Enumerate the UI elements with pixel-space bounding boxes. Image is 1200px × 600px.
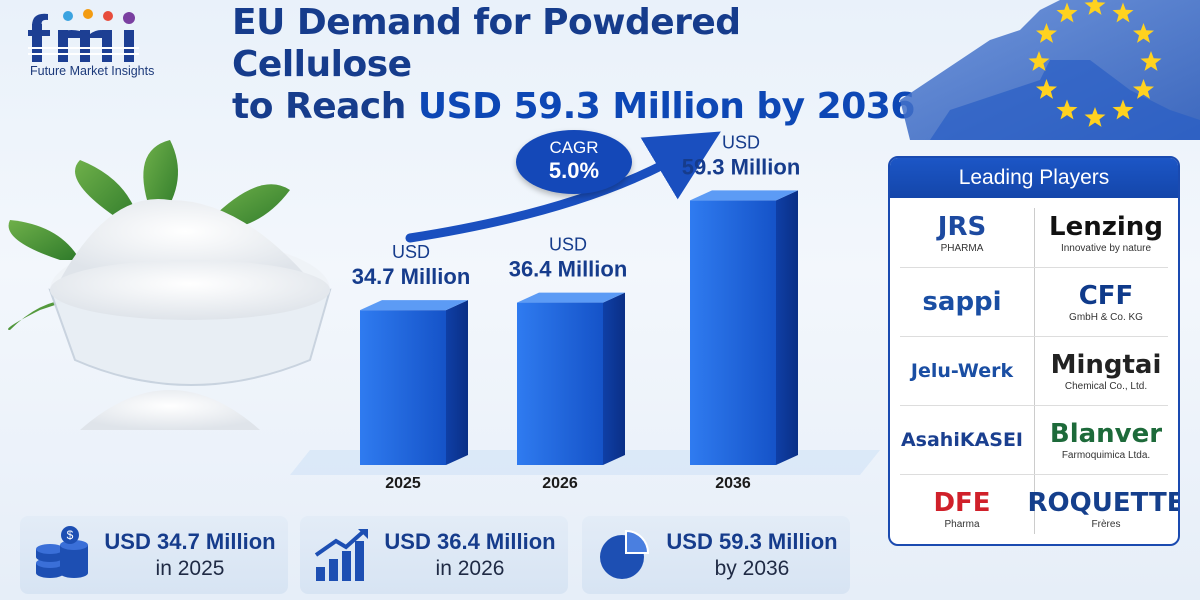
bar-2025 [360,310,446,465]
player-subtitle: Pharma [944,518,980,530]
bar-label-unit: USD [549,235,587,255]
player-logo-dfe: DFE Pharma [890,474,1034,543]
player-name: Lenzing [1049,211,1163,242]
player-name: AsahiKASEI [900,428,1024,451]
player-logo-sappi: sappi [890,267,1034,336]
stat-value: USD 36.4 Million [384,529,556,554]
player-logo-mingtai: Mingtai Chemical Co., Ltd. [1034,336,1178,405]
bar-label-unit: USD [722,132,760,152]
leading-players-panel: Leading Players JRS PHARMA Lenzing Innovati… [888,156,1180,546]
money-stack-icon: $ [36,526,88,578]
bar-value-label: 34.7 Million [352,264,471,289]
eu-star [1084,0,1106,15]
divider [900,474,1168,475]
player-logo-jelu-werk: Jelu-Werk [890,336,1034,405]
player-name: Jelu-Werk [910,359,1014,382]
stat-card-2025: $ USD 34.7 Million in 2025 [20,516,288,594]
player-subtitle: Frères [1091,518,1121,530]
eu-star [1056,99,1078,120]
player-subtitle: Chemical Co., Ltd. [1064,380,1148,392]
eu-star [1028,51,1050,71]
divider [1034,208,1035,534]
player-logo-jrs: JRS PHARMA [890,198,1034,267]
svg-text:$: $ [67,528,74,542]
stat-period: in 2025 [155,557,225,580]
player-name: Blanver [1049,418,1163,449]
bar-side [776,190,798,465]
stat-period: by 2036 [714,557,790,580]
divider [900,267,1168,268]
cagr-value: 5.0% [548,158,600,183]
player-name: Mingtai [1050,349,1162,380]
cagr-label: CAGR [549,138,599,157]
cellulose-powder-image [8,140,332,430]
player-name: sappi [922,286,1002,317]
fmi-logo [28,9,139,62]
player-logo-cff: CFF GmbH & Co. KG [1034,267,1178,336]
eu-star [1140,51,1162,71]
x-tick-label: 2026 [542,475,578,492]
player-subtitle: PHARMA [940,242,984,254]
bar-side [446,300,468,465]
player-subtitle: GmbH & Co. KG [1069,311,1143,323]
player-name: ROQUETTE [1027,487,1180,518]
player-logo-blanver: Blanver Farmoquimica Ltda. [1034,405,1178,474]
player-subtitle: Innovative by nature [1060,242,1152,254]
page-title: EU Demand for Powdered Cellulose to Reac… [232,2,932,128]
brand-name: Future Market Insights [30,64,155,78]
bar-value-label: 36.4 Million [509,257,628,282]
stat-card-2026: USD 36.4 Million in 2026 [300,516,568,594]
player-name: DFE [933,487,991,518]
eu-star [1056,2,1078,23]
x-tick-label: 2036 [715,475,751,492]
eu-star [1036,23,1057,43]
bar-value-label: 59.3 Million [682,154,801,179]
bar-2026 [517,302,603,465]
bar-top [517,292,625,303]
divider [900,405,1168,406]
player-name: JRS [937,211,987,242]
bar-top [690,190,798,201]
pie-chart-icon [600,529,650,579]
cagr-badge: CAGR 5.0% [516,130,632,194]
player-subtitle: Farmoquimica Ltda. [1061,449,1151,461]
eu-star [1112,2,1134,23]
bar-2036 [690,200,776,465]
x-tick-label: 2025 [385,475,421,492]
eu-map-image [900,0,1200,140]
title-line-1: EU Demand for Powdered Cellulose [232,2,741,85]
bar-top [360,300,468,311]
player-logo-lenzing: Lenzing Innovative by nature [1034,198,1178,267]
player-logo-roquette: ROQUETTE Frères [1028,474,1178,543]
divider [900,336,1168,337]
title-line-2: to Reach USD 59.3 Million by 2036 [232,86,915,127]
eu-star [1036,79,1057,99]
player-name: CFF [1078,280,1134,311]
players-grid: JRS PHARMA Lenzing Innovative by nature sapp… [890,198,1178,544]
title-highlight: USD 59.3 Million by 2036 [417,86,915,127]
eu-star [1133,79,1154,99]
eu-star [1112,99,1134,120]
eu-star [1084,107,1106,127]
bar-side [603,292,625,465]
bar-label-unit: USD [392,242,430,262]
stat-value: USD 34.7 Million [104,529,276,554]
stat-period: in 2026 [435,557,505,580]
eu-star [1133,23,1154,43]
growth-arrow [405,131,721,243]
stat-value: USD 59.3 Million [666,529,838,554]
stat-card-2036: USD 59.3 Million by 2036 [582,516,850,594]
growth-bars-icon [314,529,368,581]
player-logo-asahikasei: AsahiKASEI [890,405,1034,474]
leading-players-heading: Leading Players [890,158,1178,198]
